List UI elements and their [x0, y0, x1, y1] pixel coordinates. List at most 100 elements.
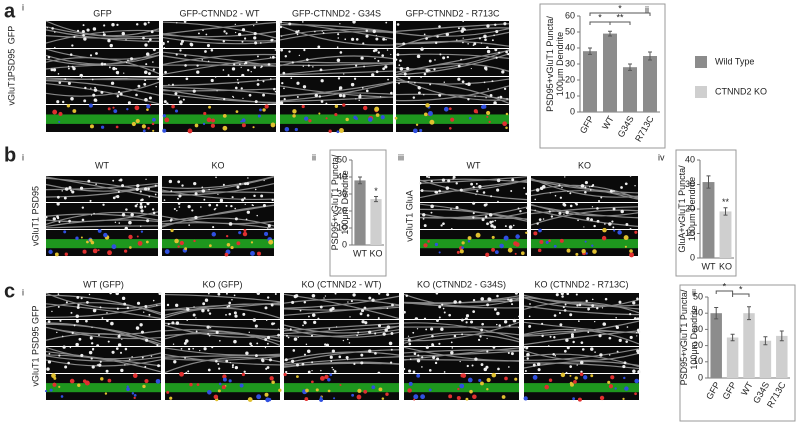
puncta: [241, 123, 246, 128]
puncta: [430, 180, 433, 183]
puncta: [226, 305, 229, 308]
neurite: [45, 322, 162, 347]
puncta: [456, 250, 460, 254]
puncta: [68, 219, 71, 223]
puncta: [229, 362, 231, 364]
puncta: [427, 240, 430, 243]
puncta: [157, 77, 160, 81]
puncta: [526, 357, 529, 360]
puncta: [242, 97, 244, 99]
puncta: [144, 205, 147, 208]
puncta: [469, 389, 473, 394]
puncta: [208, 203, 212, 207]
puncta: [585, 299, 588, 303]
puncta: [253, 32, 257, 36]
puncta: [171, 83, 175, 86]
puncta: [465, 321, 468, 324]
puncta: [302, 21, 304, 23]
puncta: [110, 81, 115, 85]
puncta: [49, 388, 53, 392]
puncta: [415, 123, 419, 126]
puncta: [225, 204, 228, 207]
puncta: [361, 320, 365, 324]
puncta: [152, 117, 156, 122]
puncta: [235, 110, 239, 113]
puncta: [496, 311, 500, 316]
y-axis-label-line: 100μm Dendrite: [555, 32, 565, 96]
puncta: [135, 93, 138, 97]
puncta: [549, 192, 551, 194]
row-label: vGluT1 GluA: [404, 190, 414, 242]
puncta: [429, 83, 432, 86]
puncta: [82, 249, 87, 254]
puncta: [539, 240, 544, 245]
puncta: [100, 377, 104, 381]
puncta: [277, 328, 279, 330]
puncta: [113, 109, 118, 113]
puncta: [368, 349, 372, 353]
puncta: [115, 347, 119, 350]
puncta: [250, 344, 253, 348]
puncta: [422, 213, 426, 217]
puncta: [76, 305, 80, 309]
puncta: [425, 345, 429, 349]
puncta: [140, 209, 144, 213]
puncta: [199, 350, 201, 352]
puncta: [267, 63, 271, 66]
puncta: [143, 82, 147, 86]
puncta: [267, 224, 271, 228]
puncta: [421, 366, 423, 368]
puncta: [457, 77, 461, 81]
y-tick-label: 30: [565, 58, 575, 68]
puncta: [406, 66, 410, 71]
puncta: [222, 114, 227, 118]
puncta: [296, 95, 299, 98]
puncta: [80, 297, 83, 300]
puncta: [412, 128, 418, 134]
puncta: [573, 380, 577, 384]
puncta: [171, 321, 175, 325]
puncta: [371, 73, 375, 77]
puncta: [569, 365, 573, 368]
puncta: [431, 334, 434, 338]
y-tick-label: 40: [693, 308, 703, 318]
puncta: [144, 187, 148, 191]
puncta: [553, 244, 557, 248]
significance-bracket: [589, 12, 651, 16]
error-bar: [374, 196, 378, 203]
puncta: [147, 21, 150, 24]
puncta: [155, 85, 157, 88]
puncta: [583, 226, 585, 228]
error-bar: [723, 207, 728, 216]
puncta: [130, 57, 134, 61]
puncta: [85, 319, 88, 323]
puncta: [127, 101, 131, 105]
puncta: [125, 208, 128, 211]
puncta: [339, 51, 343, 54]
puncta: [596, 219, 600, 223]
puncta: [541, 185, 546, 189]
puncta: [242, 312, 246, 316]
puncta: [84, 380, 90, 386]
puncta: [542, 218, 545, 220]
puncta: [382, 37, 386, 41]
puncta: [319, 68, 323, 72]
puncta: [567, 190, 569, 193]
puncta: [63, 196, 67, 200]
puncta: [266, 319, 268, 322]
puncta: [482, 104, 487, 109]
neurite: [45, 20, 160, 44]
puncta: [342, 94, 346, 98]
puncta: [508, 324, 511, 327]
puncta: [459, 360, 461, 363]
puncta: [305, 388, 309, 393]
puncta: [358, 95, 362, 99]
puncta: [231, 196, 234, 199]
puncta: [101, 317, 104, 319]
puncta: [587, 331, 590, 334]
puncta: [508, 366, 510, 368]
puncta: [491, 235, 495, 239]
neurite: [279, 55, 394, 76]
puncta: [216, 90, 218, 92]
puncta: [636, 297, 639, 301]
